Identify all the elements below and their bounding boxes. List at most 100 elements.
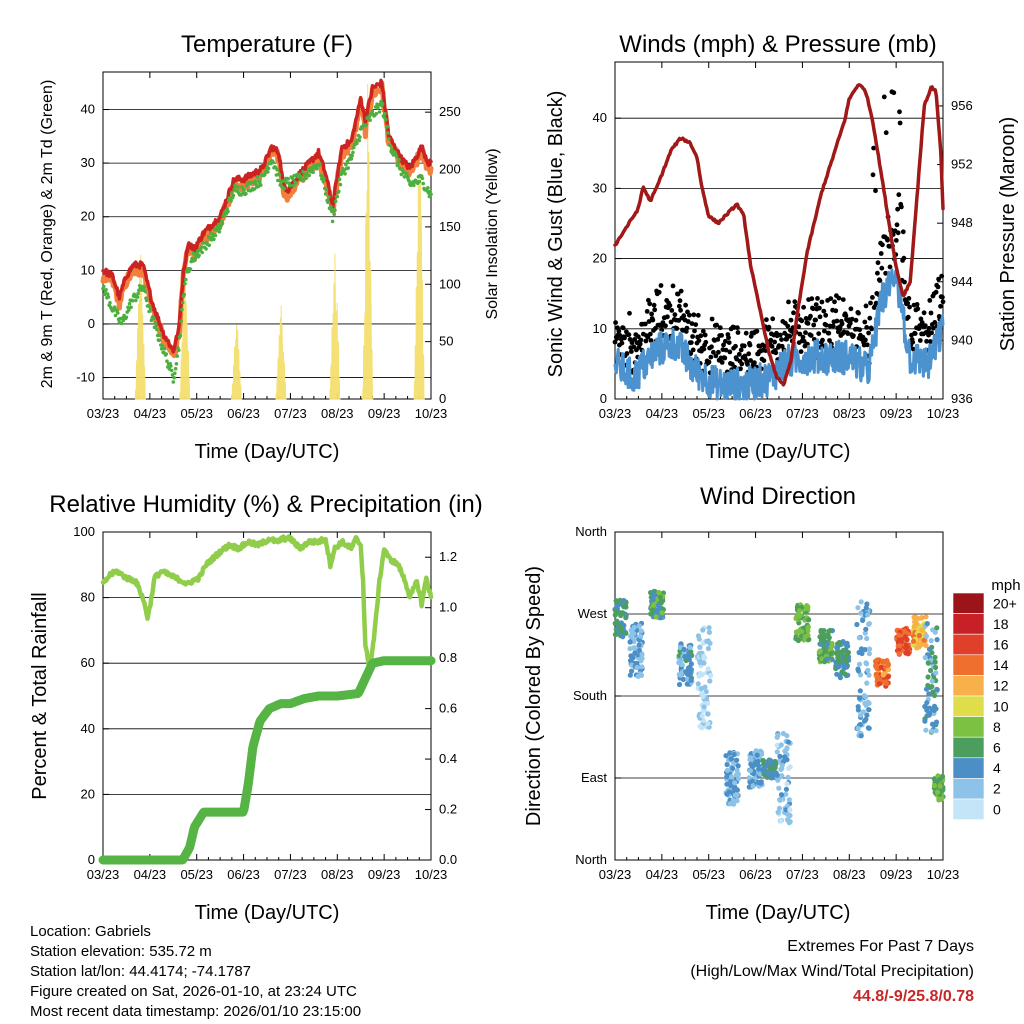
dewpoint-point (236, 185, 240, 189)
gust-point (616, 328, 622, 334)
dewpoint-point (335, 194, 340, 199)
gust-point (887, 264, 893, 270)
dewpoint-point (286, 177, 290, 181)
gust-point (612, 339, 618, 345)
gust-point (919, 320, 925, 325)
direction-point (926, 646, 933, 652)
gust-point (746, 351, 752, 357)
direction-point (774, 734, 780, 740)
direction-point (629, 630, 635, 636)
gust-point (709, 316, 715, 322)
direction-point (755, 763, 762, 769)
gust-point (912, 331, 918, 336)
direction-point (777, 797, 783, 803)
winds-xtick-label: 06/23 (739, 406, 772, 421)
gust-point (668, 319, 674, 325)
dewpoint-point (144, 298, 149, 303)
gust-point (811, 322, 817, 328)
dewpoint-point (291, 183, 296, 188)
gust-point (761, 358, 767, 363)
gust-point (722, 355, 728, 361)
dewpoint-point (119, 321, 124, 326)
dewpoint-point (277, 173, 282, 177)
gust-point (772, 339, 777, 345)
humidity-xtick-label: 03/23 (87, 867, 120, 882)
gust-point (684, 325, 690, 331)
dewpoint-point (130, 299, 135, 303)
dewpoint-point (229, 199, 233, 203)
direction-point (856, 649, 862, 656)
gust-point (785, 323, 791, 329)
winds-title: Winds (mph) & Pressure (mb) (619, 31, 936, 58)
gust-point (689, 321, 695, 326)
gust-point (896, 192, 902, 198)
direction-point (695, 681, 701, 687)
temperature-xtick-label: 10/23 (415, 406, 448, 421)
dewpoint-point (405, 172, 409, 176)
dewpoint-point (388, 143, 393, 148)
direction-point (627, 672, 633, 678)
gust-point (869, 326, 875, 332)
winds-pressure-ytick-label: 940 (951, 332, 973, 347)
dewpoint-point (276, 178, 280, 183)
dewpoint-point (116, 311, 120, 315)
gust-point (828, 296, 834, 301)
direction-point (925, 660, 932, 666)
direction-point (865, 667, 871, 674)
direction-point (734, 757, 740, 763)
direction-point (613, 608, 619, 614)
direction-point (623, 630, 629, 636)
precip-ytick-label: 1.2 (439, 549, 457, 564)
dewpoint-point (108, 301, 112, 305)
winds-ytick-label: 40 (593, 110, 607, 125)
direction-point (614, 603, 620, 609)
dewpoint-point (337, 177, 342, 181)
colorbar-label: 18 (993, 616, 1009, 632)
dewpoint-point (177, 348, 181, 353)
direction-point (885, 667, 892, 673)
direction-point (923, 686, 930, 692)
direction-point (865, 612, 871, 618)
direction-point (638, 628, 644, 634)
gust-point (875, 260, 881, 266)
gust-point (870, 295, 875, 300)
dewpoint-point (282, 186, 287, 191)
direction-point (857, 688, 863, 694)
gust-point (821, 308, 827, 314)
direction-point (688, 661, 695, 667)
direction-point (724, 767, 731, 773)
dewpoint-point (386, 131, 390, 135)
dewpoint-point (169, 368, 174, 373)
direction-xtick-label: 08/23 (833, 867, 866, 882)
direction-point (746, 775, 752, 781)
direction-point (765, 771, 771, 777)
dewpoint-point (303, 176, 308, 180)
dewpoint-point (218, 226, 222, 231)
direction-point (896, 632, 902, 638)
gust-point (836, 295, 842, 301)
gust-point (709, 344, 714, 350)
gust-point (622, 335, 627, 341)
gust-point (880, 242, 885, 248)
direction-point (928, 638, 934, 644)
direction-point (748, 761, 754, 767)
direction-point (688, 649, 694, 655)
direction-point (623, 604, 629, 610)
winds-ytick-label: 30 (593, 180, 607, 195)
direction-point (760, 758, 767, 764)
gust-point (897, 120, 903, 126)
gust-point (719, 333, 724, 338)
humidity-xtick-label: 09/23 (368, 867, 401, 882)
direction-point (857, 721, 863, 728)
dewpoint-point (349, 157, 354, 161)
dewpoint-point (407, 179, 411, 183)
dewpoint-point (318, 162, 322, 166)
gust-point (667, 303, 673, 308)
temperature-xtick-label: 03/23 (87, 406, 120, 421)
dewpoint-point (421, 181, 426, 186)
direction-point (706, 625, 712, 631)
gust-point (676, 303, 682, 309)
dewpoint-point (253, 179, 258, 184)
direction-point (799, 629, 805, 635)
direction-point (632, 650, 638, 656)
